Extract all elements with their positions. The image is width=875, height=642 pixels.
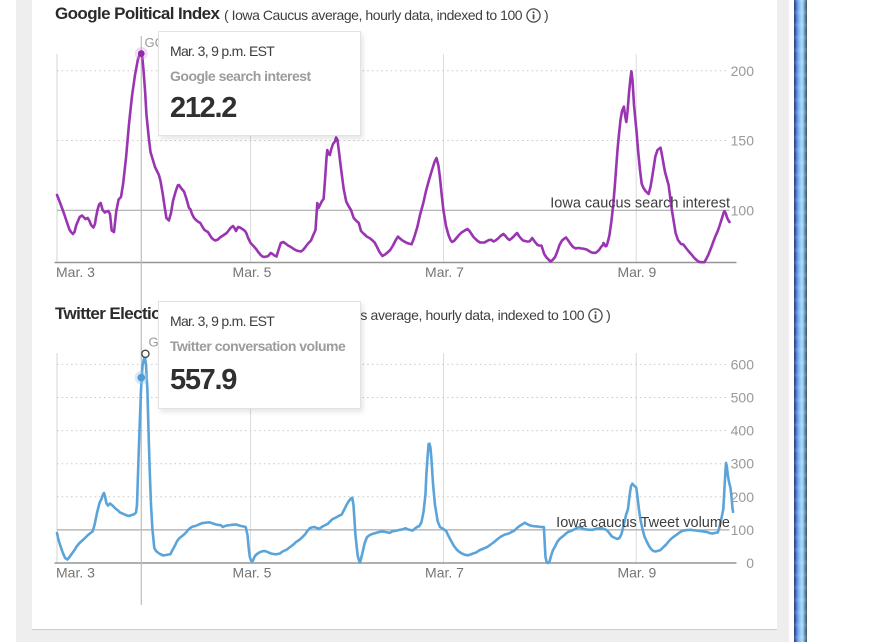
svg-text:Mar. 5: Mar. 5 xyxy=(233,264,272,280)
svg-text:600: 600 xyxy=(731,356,755,372)
svg-text:300: 300 xyxy=(731,456,755,472)
svg-text:200: 200 xyxy=(731,489,755,505)
svg-text:150: 150 xyxy=(731,133,755,149)
svg-text:Mar. 5: Mar. 5 xyxy=(233,565,272,581)
svg-text:Mar. 9: Mar. 9 xyxy=(617,264,656,280)
svg-text:100: 100 xyxy=(731,522,755,538)
svg-text:Mar. 7: Mar. 7 xyxy=(425,264,464,280)
svg-text:Mar. 3: Mar. 3 xyxy=(56,565,95,581)
svg-text:100: 100 xyxy=(731,202,755,218)
svg-text:Mar. 3: Mar. 3 xyxy=(56,264,95,280)
svg-text:500: 500 xyxy=(731,390,755,406)
svg-text:400: 400 xyxy=(731,423,755,439)
svg-text:Iowa caucus Tweet volume: Iowa caucus Tweet volume xyxy=(556,515,730,531)
svg-text:200: 200 xyxy=(731,63,755,79)
svg-text:Mar. 7: Mar. 7 xyxy=(425,565,464,581)
svg-text:Iowa caucus search interest: Iowa caucus search interest xyxy=(550,196,730,212)
svg-text:Mar. 9: Mar. 9 xyxy=(617,565,656,581)
svg-text:0: 0 xyxy=(746,555,754,571)
